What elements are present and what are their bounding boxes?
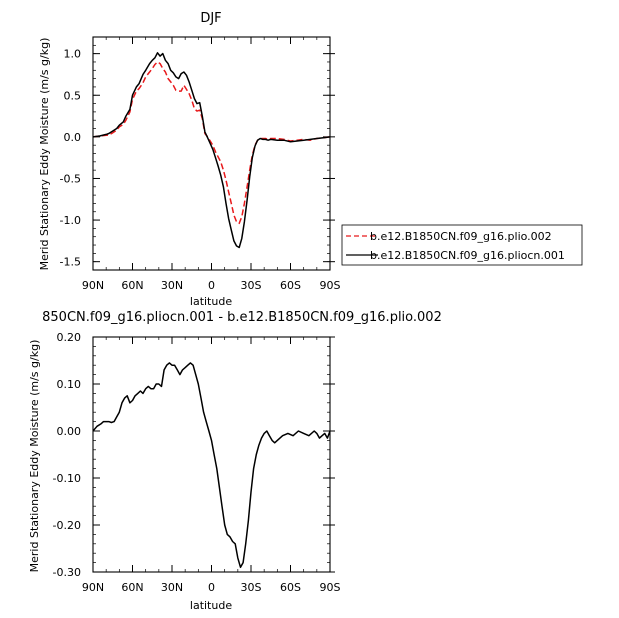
bottom-x-axis-label: latitude [190,599,232,612]
y-tick-label: 0.0 [64,131,82,144]
plot-frame [92,36,331,271]
top-panel: DJF Merid Stationary Eddy Moisture (m/s … [38,11,341,308]
bottom-chart-title: 850CN.f09_g16.pliocn.001 - b.e12.B1850CN… [42,310,442,325]
y-tick-label: -0.20 [53,519,81,532]
legend: b.e12.B1850CN.f09_g16.plio.002 b.e12.B18… [341,224,583,266]
series-line-solid [92,362,331,569]
top-plot-area: 90N 60N 30N 0 30S 60S 90S 1.0 0.5 0.0 -0.5 -1.0 -1.5 [60,36,341,292]
x-tick-label: 60N [121,279,143,292]
y-tick-label: -1.5 [60,256,81,269]
top-y-axis-label: Merid Stationary Eddy Moisture (m/s g/kg… [38,38,51,271]
legend-label-pliocn: b.e12.B1850CN.f09_g16.pliocn.001 [370,249,565,262]
y-tick-label: -0.30 [53,566,81,579]
y-tick-label: -0.10 [53,472,81,485]
legend-label-plio: b.e12.B1850CN.f09_g16.plio.002 [370,230,552,243]
y-tick-label: 0.10 [57,378,82,391]
x-tick-label: 30S [241,581,262,594]
y-tick-label: -1.0 [60,214,81,227]
series-line-solid [92,52,331,249]
x-tick-label: 90N [82,581,104,594]
x-tick-label: 90N [82,279,104,292]
x-tick-label: 30N [161,581,183,594]
x-tick-label: 60S [280,581,301,594]
y-tick-label: 0.00 [57,425,82,438]
top-chart-title: DJF [200,11,221,26]
x-tick-label: 90S [320,279,341,292]
bottom-panel: 850CN.f09_g16.pliocn.001 - b.e12.B1850CN… [28,310,442,612]
plot-frame [92,336,331,573]
y-tick-label: 0.5 [64,89,82,102]
x-tick-label: 30S [241,279,262,292]
x-tick-label: 60N [121,581,143,594]
x-tick-label: 30N [161,279,183,292]
x-tick-label: 0 [208,581,215,594]
y-tick-label: 0.20 [57,331,82,344]
series-line-dashed [92,61,331,225]
x-tick-label: 90S [320,581,341,594]
y-tick-label: -0.5 [60,172,81,185]
legend-box [341,224,583,266]
bottom-y-axis-label: Merid Stationary Eddy Moisture (m/s g/kg… [28,340,41,573]
x-tick-label: 60S [280,279,301,292]
top-x-axis-label: latitude [190,295,232,308]
x-tick-label: 0 [208,279,215,292]
y-tick-label: 1.0 [64,48,82,61]
bottom-plot-area: 90N 60N 30N 0 30S 60S 90S 0.20 0.10 0.00 -0.10 -0.2… [53,331,341,594]
